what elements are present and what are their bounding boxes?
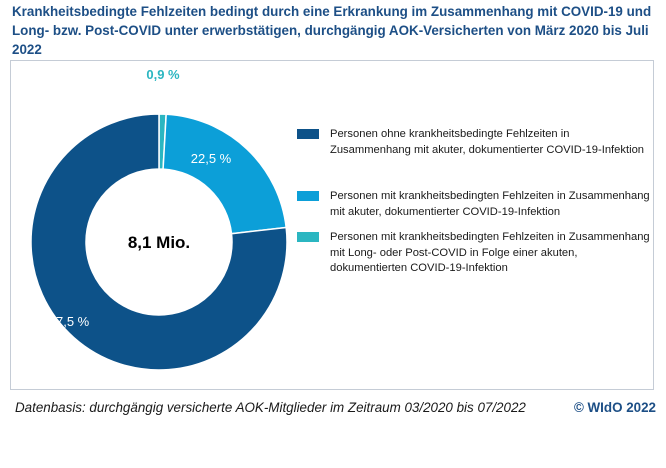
data-source-note: Datenbasis: durchgängig versicherte AOK-… [15, 400, 526, 415]
slice-acute-absence [162, 113, 288, 235]
legend-label-no-absence: Personen ohne krankheitsbedingte Fehlzei… [330, 128, 645, 156]
center-total-label: 8,1 Mio. [128, 233, 190, 252]
slice-label-no-absence: 77,5 % [49, 314, 90, 329]
donut-chart: 77,5 % 22,5 % 0,9 % 8,1 Mio. [30, 67, 288, 371]
legend-label-long-covid: Personen mit krankheitsbedingten Fehlzei… [330, 231, 650, 274]
legend-label-acute-absence: Personen mit krankheitsbedingten Fehlzei… [330, 190, 650, 218]
slice-label-long-covid: 0,9 % [146, 67, 180, 82]
slice-no-absence [30, 113, 288, 371]
legend-swatch-no-absence [297, 129, 319, 139]
slice-label-acute-absence: 22,5 % [191, 151, 232, 166]
chart-area: 77,5 % 22,5 % 0,9 % 8,1 Mio. Personen ohne … [10, 60, 654, 390]
chart-title: Krankheitsbedingte Fehlzeiten bedingt du… [12, 4, 652, 57]
legend-swatch-long-covid [297, 232, 319, 242]
legend-swatch-acute-absence [297, 191, 319, 201]
copyright: © WIdO 2022 [573, 400, 656, 415]
